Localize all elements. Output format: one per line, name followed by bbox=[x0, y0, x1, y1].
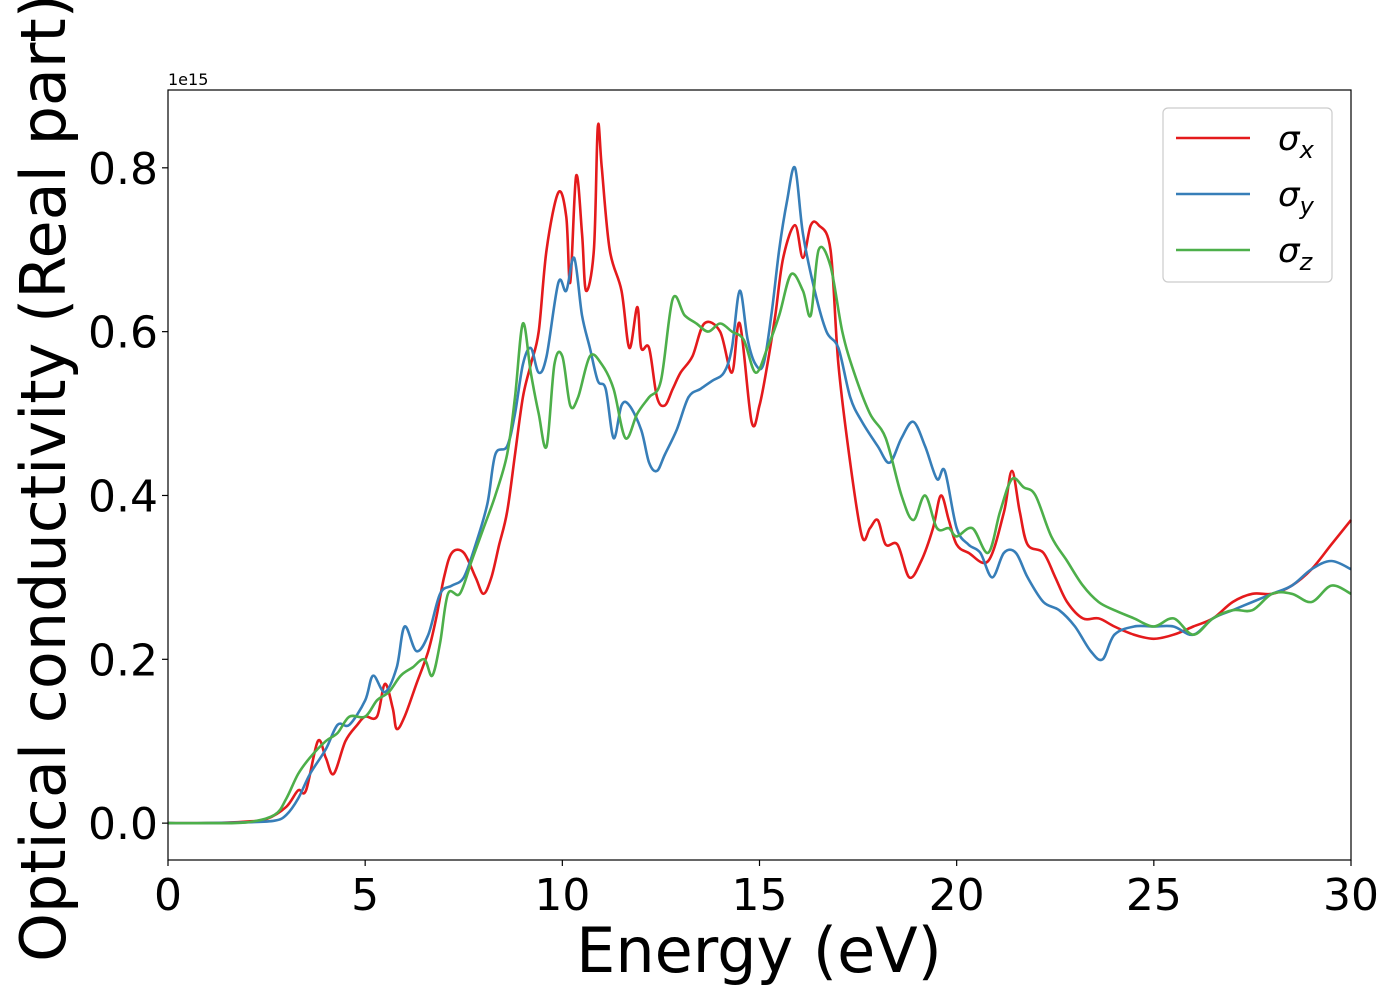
legend-label-y: σy bbox=[1278, 175, 1315, 220]
x-tick-label: 25 bbox=[1126, 870, 1182, 921]
series-layer bbox=[167, 122, 1353, 825]
x-tick-label: 10 bbox=[534, 870, 590, 921]
x-axis: 0 5 10 15 20 25 30 bbox=[154, 860, 1379, 921]
series-line-z bbox=[167, 245, 1352, 825]
x-tick-label: 15 bbox=[732, 870, 788, 921]
y-tick-label: 0.6 bbox=[88, 308, 158, 359]
offset-text: 1e15 bbox=[168, 70, 208, 89]
y-axis: 0.0 0.2 0.4 0.6 0.8 bbox=[88, 144, 168, 850]
x-axis-label: Energy (eV) bbox=[576, 914, 942, 987]
y-tick-label: 0.0 bbox=[88, 799, 158, 850]
series-line-y bbox=[167, 165, 1352, 825]
y-tick-label: 0.2 bbox=[88, 635, 158, 686]
x-tick-label: 30 bbox=[1323, 870, 1379, 921]
y-tick-label: 0.4 bbox=[88, 471, 158, 522]
x-tick-label: 20 bbox=[929, 870, 985, 921]
y-axis-label: Optical conductivity (Real part) bbox=[7, 0, 80, 962]
y-tick-label: 0.8 bbox=[88, 144, 158, 195]
series-line-x bbox=[167, 122, 1353, 825]
x-tick-label: 5 bbox=[351, 870, 379, 921]
x-tick-label: 0 bbox=[154, 870, 182, 921]
legend-label-x: σx bbox=[1278, 119, 1315, 164]
